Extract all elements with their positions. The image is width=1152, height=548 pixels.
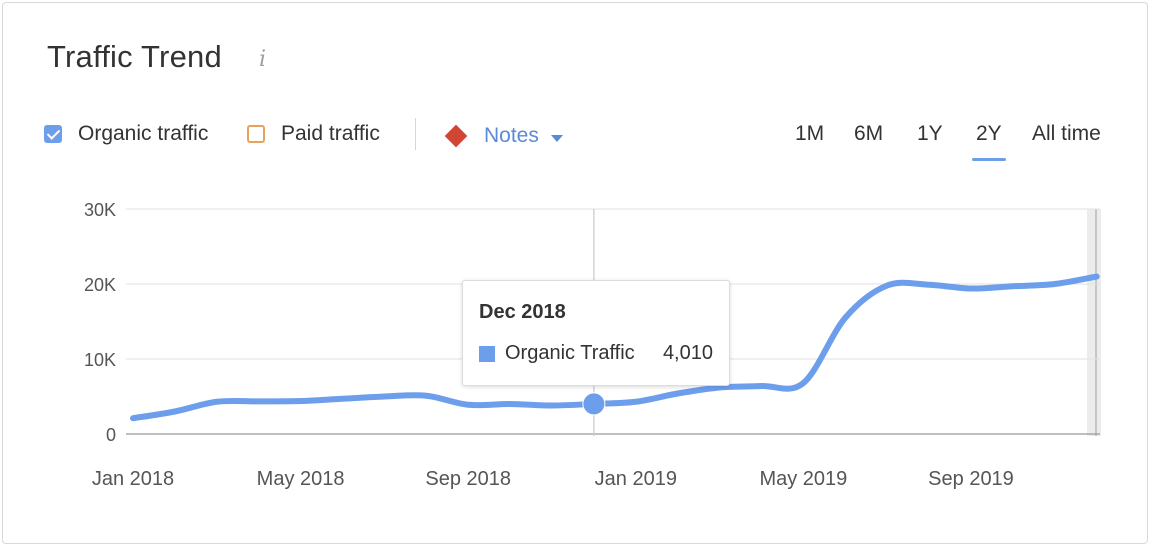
chevron-down-icon <box>550 134 563 142</box>
current-period-band <box>1087 209 1101 436</box>
paid-label: Paid traffic <box>281 122 380 145</box>
chart-tooltip: Dec 2018 Organic Traffic 4,010 <box>462 280 730 386</box>
notes-label: Notes <box>484 124 539 147</box>
tooltip-value: 4,010 <box>662 342 713 364</box>
legend-paid-traffic[interactable]: Paid traffic <box>247 122 380 146</box>
y-axis-ticks: 30K 20K 10K 0 <box>84 200 116 445</box>
x-tick-label: Jan 2019 <box>595 468 677 490</box>
paid-checkbox[interactable] <box>247 125 265 143</box>
x-axis-ticks: Jan 2018 May 2018 Sep 2018 Jan 2019 May 2019… <box>92 468 1014 490</box>
range-all-time[interactable]: All time <box>1032 122 1101 145</box>
y-tick-label: 10K <box>84 350 116 370</box>
range-2y[interactable]: 2Y <box>972 122 1006 161</box>
tooltip-series-name: Organic Traffic <box>505 342 635 364</box>
chart-plot <box>130 273 1100 422</box>
legend-organic-traffic[interactable]: Organic traffic <box>44 122 208 146</box>
chart-grid <box>126 208 1101 436</box>
page-title: Traffic Trend <box>47 39 222 74</box>
info-icon[interactable]: i <box>259 47 267 72</box>
range-6m[interactable]: 6M <box>854 122 884 145</box>
y-tick-label: 20K <box>84 275 116 295</box>
legend-divider <box>415 118 416 150</box>
range-1y[interactable]: 1Y <box>917 122 943 145</box>
tooltip-title: Dec 2018 <box>479 301 566 323</box>
x-tick-label: May 2018 <box>257 468 345 490</box>
x-tick-label: Jan 2018 <box>92 468 174 490</box>
y-tick-label: 0 <box>106 425 116 445</box>
x-tick-label: Sep 2018 <box>425 468 511 490</box>
highlighted-point <box>582 392 606 416</box>
organic-label: Organic traffic <box>78 122 209 145</box>
y-tick-label: 30K <box>84 200 116 220</box>
notes-dropdown[interactable]: Notes <box>444 122 563 150</box>
x-tick-label: Sep 2019 <box>928 468 1014 490</box>
organic-checkbox[interactable] <box>44 125 62 143</box>
tooltip-swatch <box>479 346 495 362</box>
x-tick-label: May 2019 <box>759 468 847 490</box>
range-1m[interactable]: 1M <box>795 122 825 145</box>
series-line-organic-traffic <box>130 273 1100 422</box>
